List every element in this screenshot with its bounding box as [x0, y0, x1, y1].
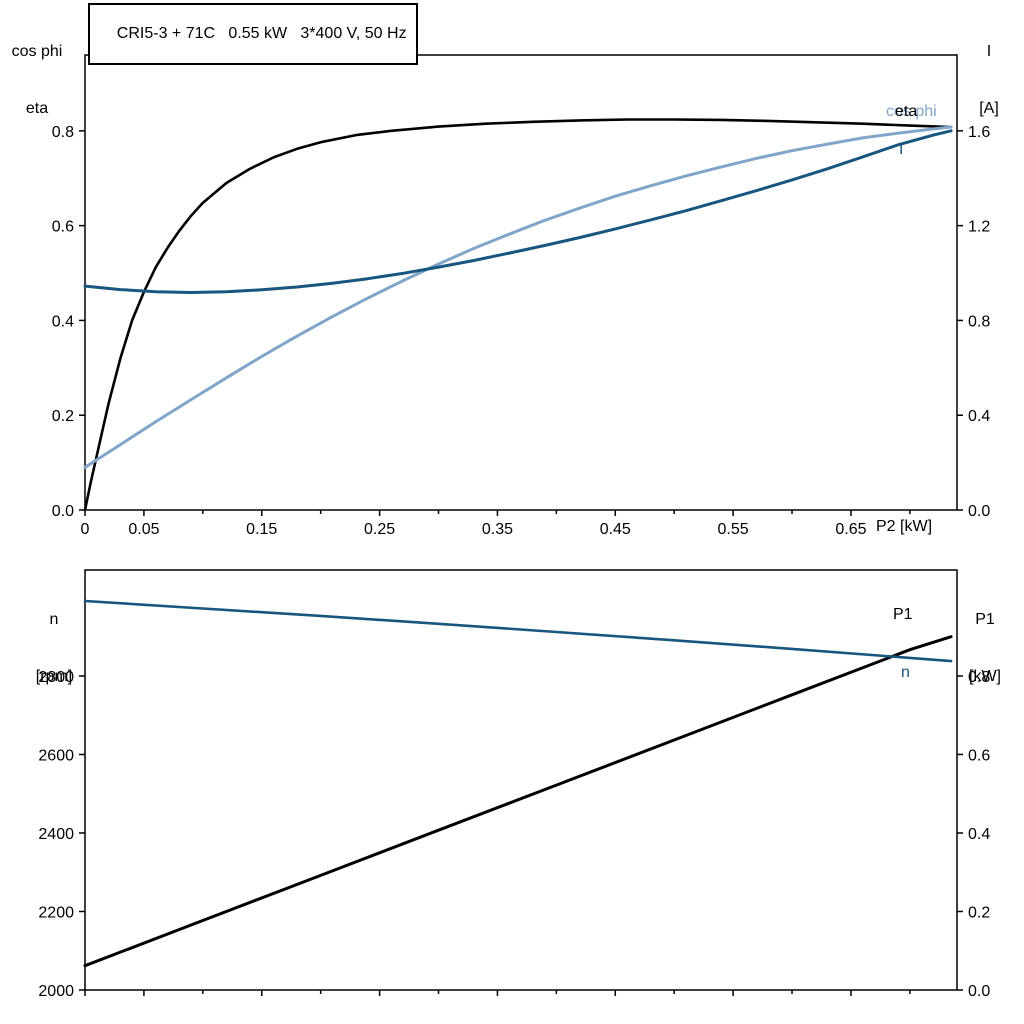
svg-text:0.15: 0.15 — [246, 521, 277, 538]
axis-label-p1-unit: [kW] — [969, 668, 1001, 685]
svg-text:0.6: 0.6 — [52, 219, 74, 236]
curve-n — [83, 599, 953, 663]
svg-text:1.6: 1.6 — [968, 124, 990, 141]
svg-text:2200: 2200 — [38, 904, 74, 921]
svg-text:0.65: 0.65 — [835, 521, 866, 538]
svg-text:0.0: 0.0 — [968, 983, 990, 1000]
svg-text:1.2: 1.2 — [968, 219, 990, 236]
svg-text:0.4: 0.4 — [968, 408, 990, 425]
bottom-right-axis-label: P1 [kW] — [952, 572, 1018, 724]
svg-text:0.8: 0.8 — [52, 124, 74, 141]
axes-bottom: 2000 2200 2400 2600 2800 0.0 0.2 0.4 0.6 0.8 — [38, 569, 990, 1000]
top-left-axis-label: cos phi eta — [0, 4, 74, 156]
curve-cos-phi — [83, 125, 953, 469]
axis-label-p1: P1 — [975, 611, 995, 628]
curve-I — [83, 129, 953, 294]
svg-text:0.2: 0.2 — [52, 408, 74, 425]
svg-text:2000: 2000 — [38, 983, 74, 1000]
bottom-left-axis-label: n [rpm] — [20, 572, 88, 724]
svg-text:0.05: 0.05 — [128, 521, 159, 538]
svg-text:0.4: 0.4 — [968, 826, 990, 843]
svg-text:0.2: 0.2 — [968, 904, 990, 921]
axis-label-speed: n — [49, 611, 59, 628]
svg-text:2800: 2800 — [38, 669, 74, 686]
svg-text:0.45: 0.45 — [600, 521, 631, 538]
svg-text:0.6: 0.6 — [968, 747, 990, 764]
curve-label-p1: P1 — [893, 606, 913, 623]
svg-text:0: 0 — [81, 521, 90, 538]
top-right-axis-label: I [A] — [958, 4, 1020, 156]
x-axis-label: P2 [kW] — [876, 518, 933, 535]
svg-text:0.4: 0.4 — [52, 313, 74, 330]
chart-title-box: CRI5-3 + 71C 0.55 kW 3*400 V, 50 Hz — [88, 3, 418, 65]
svg-text:2400: 2400 — [38, 826, 74, 843]
axis-label-current: I — [986, 43, 992, 60]
curve-eta — [83, 118, 953, 512]
axis-label-eta: eta — [25, 100, 49, 117]
axis-label-current-unit: [A] — [979, 100, 999, 117]
svg-text:0.8: 0.8 — [968, 313, 990, 330]
axes-top: 0 0.05 0.15 0.25 0.35 0.45 0.55 0.65 0.0 0.2 0.4 0.… — [52, 54, 990, 538]
svg-text:2600: 2600 — [38, 747, 74, 764]
curve-P1 — [83, 635, 953, 968]
svg-text:0.25: 0.25 — [364, 521, 395, 538]
axis-label-cos-phi: cos phi — [11, 43, 63, 60]
axis-label-speed-unit: [rpm] — [35, 668, 73, 685]
svg-text:0.55: 0.55 — [718, 521, 749, 538]
svg-text:0.0: 0.0 — [52, 503, 74, 520]
curve-label-n: n — [901, 664, 910, 681]
svg-text:0.35: 0.35 — [482, 521, 513, 538]
curve-label-cos-phi: cos phi — [886, 103, 937, 120]
svg-text:0.8: 0.8 — [968, 669, 990, 686]
svg-text:0.0: 0.0 — [968, 503, 990, 520]
curve-label-current: I — [899, 141, 904, 158]
curve-label-eta: eta — [895, 103, 918, 120]
chart-title: CRI5-3 + 71C 0.55 kW 3*400 V, 50 Hz — [116, 25, 407, 42]
